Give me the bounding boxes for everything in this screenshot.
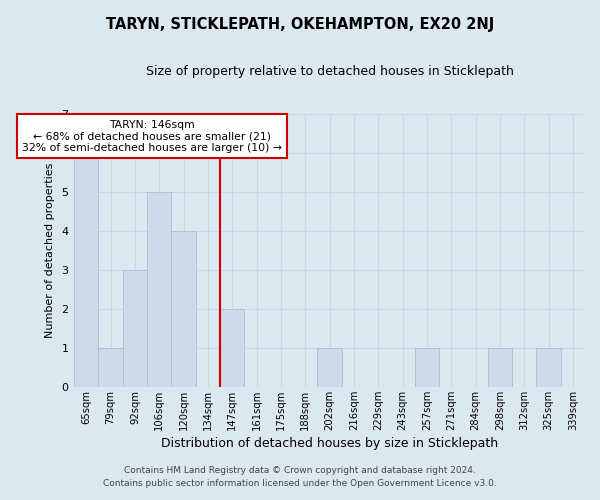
Bar <box>317 348 342 387</box>
Bar <box>415 348 439 387</box>
Text: Contains HM Land Registry data © Crown copyright and database right 2024.
Contai: Contains HM Land Registry data © Crown c… <box>103 466 497 487</box>
Y-axis label: Number of detached properties: Number of detached properties <box>44 162 55 338</box>
Title: Size of property relative to detached houses in Sticklepath: Size of property relative to detached ho… <box>146 65 514 78</box>
Text: TARYN: 146sqm
← 68% of detached houses are smaller (21)
32% of semi-detached hou: TARYN: 146sqm ← 68% of detached houses a… <box>22 120 282 153</box>
Bar <box>220 309 244 387</box>
Bar <box>74 153 98 387</box>
Bar <box>172 231 196 387</box>
X-axis label: Distribution of detached houses by size in Sticklepath: Distribution of detached houses by size … <box>161 437 498 450</box>
Bar <box>147 192 172 387</box>
Bar <box>488 348 512 387</box>
Bar <box>98 348 123 387</box>
Text: TARYN, STICKLEPATH, OKEHAMPTON, EX20 2NJ: TARYN, STICKLEPATH, OKEHAMPTON, EX20 2NJ <box>106 18 494 32</box>
Bar <box>123 270 147 387</box>
Bar <box>536 348 560 387</box>
